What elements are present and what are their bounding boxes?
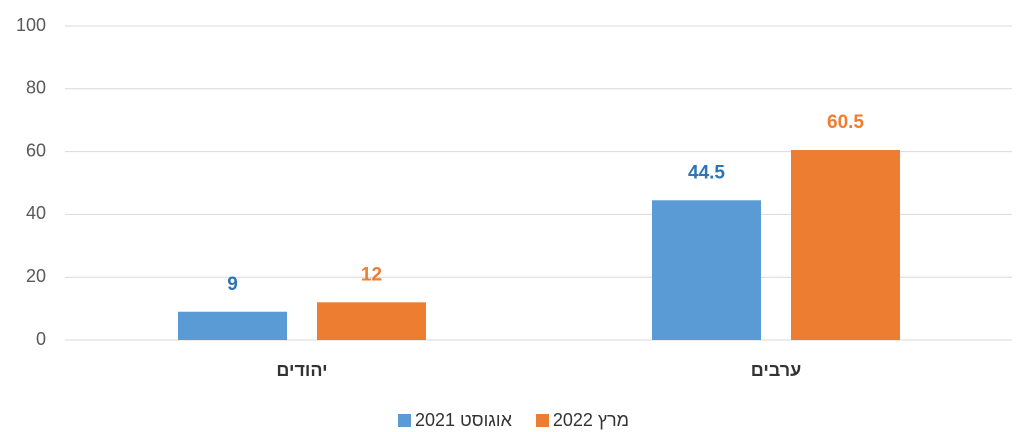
legend-label: אוגוסט 2021 bbox=[415, 410, 512, 430]
bar bbox=[317, 302, 426, 340]
data-label: 44.5 bbox=[688, 162, 725, 183]
y-tick-label: 80 bbox=[26, 78, 46, 98]
data-label: 9 bbox=[227, 274, 238, 295]
legend: אוגוסט 2021 מרץ 2022 bbox=[0, 410, 1027, 431]
data-label: 12 bbox=[361, 264, 382, 285]
bar bbox=[178, 311, 287, 340]
plot: 0 20 40 60 80 100 יהודים 9 12 ערבים 44.5 60.5 bbox=[16, 15, 1012, 380]
legend-swatch bbox=[398, 414, 411, 427]
legend-item: מרץ 2022 bbox=[535, 410, 629, 431]
y-tick-label: 20 bbox=[26, 266, 46, 286]
legend-label: מרץ 2022 bbox=[552, 410, 629, 430]
y-tick-label: 40 bbox=[26, 203, 46, 223]
data-label: 60.5 bbox=[827, 112, 864, 133]
legend-swatch bbox=[535, 414, 549, 427]
x-tick-label: יהודים bbox=[276, 360, 327, 380]
bar bbox=[652, 200, 761, 340]
y-tick-label: 100 bbox=[16, 15, 46, 35]
y-tick-label: 0 bbox=[36, 329, 46, 349]
x-tick-label: ערבים bbox=[751, 360, 802, 380]
legend-item: אוגוסט 2021 bbox=[398, 410, 512, 431]
bar bbox=[791, 150, 900, 340]
y-tick-label: 60 bbox=[26, 140, 46, 160]
